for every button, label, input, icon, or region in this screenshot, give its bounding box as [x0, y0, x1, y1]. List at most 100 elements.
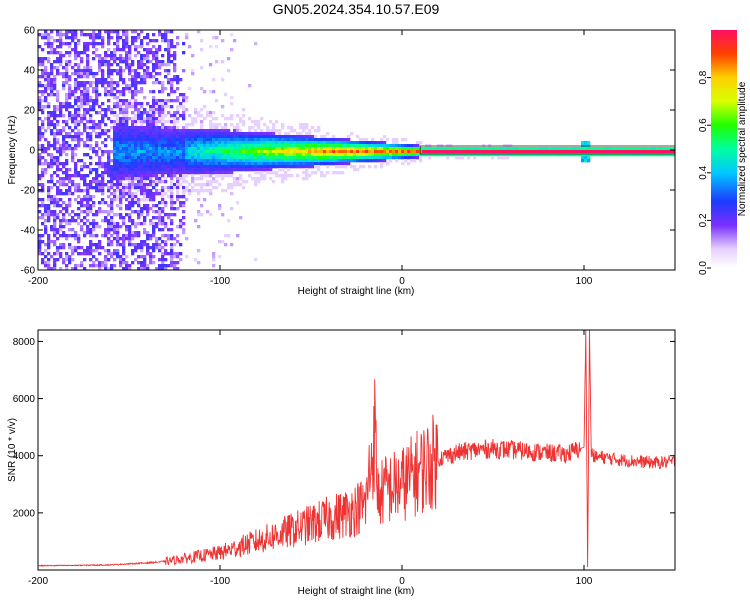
heatmap-cell	[389, 153, 393, 157]
heatmap-cell	[116, 243, 120, 247]
heatmap-cell	[116, 69, 120, 73]
heatmap-cell	[170, 81, 174, 85]
heatmap-cell	[149, 117, 153, 121]
heatmap-cell	[332, 162, 336, 166]
heatmap-cell	[140, 129, 144, 133]
heatmap-cell	[125, 123, 129, 127]
heatmap-cell	[140, 120, 144, 124]
heatmap-cell	[197, 132, 201, 136]
heatmap-cell	[305, 159, 309, 163]
heatmap-cell	[296, 147, 300, 151]
heatmap-cell	[152, 108, 156, 112]
heatmap-cell	[47, 189, 51, 193]
heatmap-cell	[224, 243, 228, 247]
heatmap-cell	[146, 174, 150, 178]
heatmap-cell	[404, 153, 408, 157]
heatmap-cell	[131, 261, 135, 265]
heatmap-cell	[518, 153, 522, 157]
heatmap-cell	[86, 195, 90, 199]
heatmap-cell	[647, 153, 651, 157]
heatmap-cell	[134, 195, 138, 199]
heatmap-cell	[131, 138, 135, 142]
heatmap-cell	[65, 42, 69, 46]
heatmap-cell	[170, 198, 174, 202]
heatmap-cell	[308, 165, 312, 169]
heatmap-cell	[62, 261, 66, 265]
heatmap-cell	[131, 237, 135, 241]
heatmap-cell	[227, 168, 231, 172]
heatmap-cell	[221, 129, 225, 133]
heatmap-cell	[89, 186, 93, 190]
heatmap-cell	[146, 114, 150, 118]
heatmap-cell	[206, 210, 210, 214]
heatmap-cell	[266, 156, 270, 160]
heatmap-cell	[65, 75, 69, 79]
heatmap-cell	[50, 66, 54, 70]
heatmap-cell	[80, 33, 84, 37]
heatmap-cell	[299, 123, 303, 127]
heatmap-cell	[119, 132, 123, 136]
heatmap-cell	[59, 63, 63, 67]
heatmap-cell	[86, 219, 90, 223]
heatmap-cell	[176, 132, 180, 136]
heatmap-cell	[536, 147, 540, 151]
heatmap-cell	[116, 213, 120, 217]
heatmap-cell	[479, 153, 483, 157]
heatmap-cell	[233, 180, 237, 184]
heatmap-cell	[110, 267, 114, 270]
heatmap-cell	[203, 156, 207, 160]
heatmap-cell	[320, 138, 324, 142]
heatmap-cell	[143, 204, 147, 208]
heatmap-cell	[131, 144, 135, 148]
heatmap-cell	[206, 189, 210, 193]
heatmap-cell	[137, 162, 141, 166]
heatmap-cell	[158, 138, 162, 142]
heatmap-cell	[101, 108, 105, 112]
heatmap-cell	[218, 159, 222, 163]
heatmap-cell	[152, 234, 156, 238]
heatmap-cell	[62, 207, 66, 211]
heatmap-cell	[95, 213, 99, 217]
heatmap-cell	[158, 90, 162, 94]
heatmap-cell	[131, 180, 135, 184]
heatmap-cell	[137, 261, 141, 265]
heatmap-cell	[62, 225, 66, 229]
heatmap-cell	[68, 42, 72, 46]
heatmap-cell	[242, 123, 246, 127]
heatmap-cell	[44, 210, 48, 214]
heatmap-cell	[44, 96, 48, 100]
heatmap-cell	[92, 243, 96, 247]
heatmap-cell	[167, 63, 171, 67]
heatmap-cell	[155, 51, 159, 55]
heatmap-cell	[149, 252, 153, 256]
heatmap-cell	[251, 177, 255, 181]
heatmap-cell	[275, 144, 279, 148]
heatmap-cell	[125, 192, 129, 196]
heatmap-cell	[101, 177, 105, 181]
heatmap-cell	[137, 120, 141, 124]
heatmap-cell	[281, 126, 285, 130]
heatmap-cell	[140, 210, 144, 214]
heatmap-cell	[161, 99, 165, 103]
heatmap-cell	[170, 228, 174, 232]
heatmap-cell	[221, 78, 225, 82]
heatmap-cell	[485, 150, 489, 154]
heatmap-cell	[113, 222, 117, 226]
y-tick-label: 20	[24, 106, 36, 117]
heatmap-cell	[428, 147, 432, 151]
heatmap-cell	[122, 48, 126, 52]
heatmap-cell	[587, 159, 591, 163]
heatmap-cell	[107, 171, 111, 175]
heatmap-cell	[164, 144, 168, 148]
heatmap-cell	[131, 171, 135, 175]
heatmap-cell	[107, 105, 111, 109]
heatmap-cell	[137, 255, 141, 259]
heatmap-cell	[128, 267, 132, 270]
heatmap-cell	[107, 54, 111, 58]
heatmap-cell	[86, 207, 90, 211]
heatmap-cell	[95, 135, 99, 139]
heatmap-cell	[137, 126, 141, 130]
heatmap-cell	[122, 162, 126, 166]
heatmap-cell	[59, 105, 63, 109]
heatmap-cell	[200, 39, 204, 43]
